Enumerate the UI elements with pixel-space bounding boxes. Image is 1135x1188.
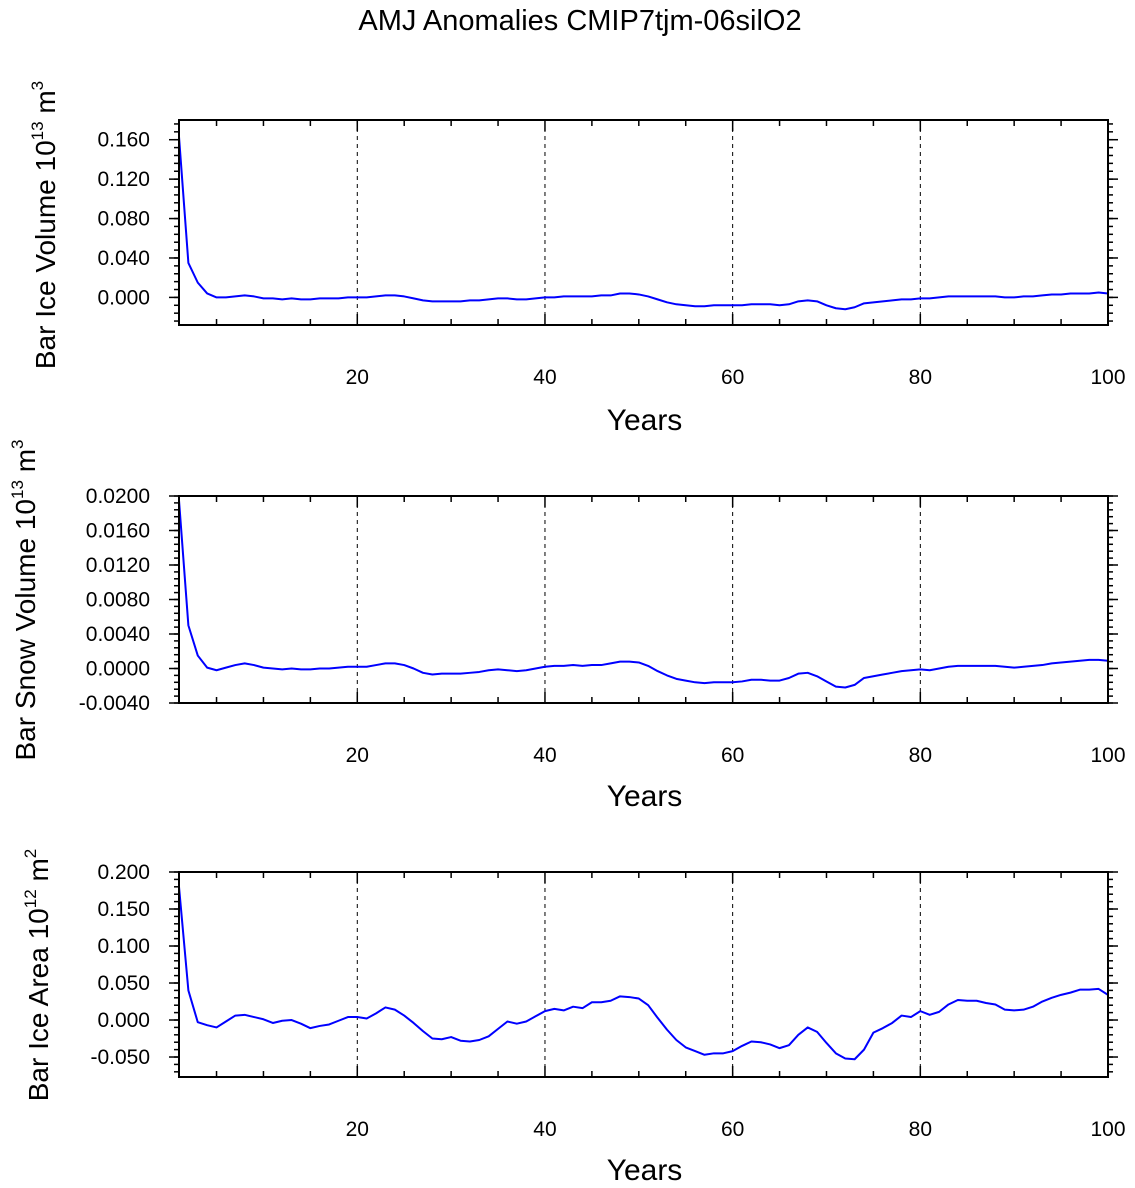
y-tick-label: 0.160 [97, 129, 150, 152]
x-tick-label: 60 [721, 1118, 744, 1141]
chart-panel-2: -0.0040 0.0000 0.0040 0.0080 0.0120 0.0160 0.0… [8, 440, 1126, 814]
x-tick-label: 20 [346, 366, 369, 389]
x-tick-label: 80 [909, 366, 932, 389]
x-tick-label: 40 [533, 366, 556, 389]
y-tick-label: -0.0040 [79, 692, 150, 715]
x-tick-label: 100 [1090, 366, 1125, 389]
y-tick-label: 0.120 [97, 168, 150, 191]
y-axis-title-main: Bar Ice Area 10 [23, 908, 54, 1101]
x-tick-label: 40 [533, 744, 556, 767]
y-axis-title-main: Bar Snow Volume 10 [10, 499, 41, 761]
x-tick-label: 100 [1090, 744, 1125, 767]
y-axis-title: Bar Ice Volume 1013 m3 [28, 81, 61, 369]
x-tick-label: 60 [721, 366, 744, 389]
y-axis-title-unit-exponent: 2 [21, 849, 40, 858]
y-axis-title-exponent: 12 [21, 889, 40, 908]
y-tick-label: 0.0160 [86, 520, 150, 543]
x-tick-label: 20 [346, 744, 369, 767]
y-axis-title: Bar Ice Area 1012 m2 [21, 849, 54, 1102]
chart-title: AMJ Anomalies CMIP7tjm-06silO2 [358, 5, 801, 37]
x-axis-title: Years [607, 404, 683, 437]
y-tick-label: -0.050 [90, 1046, 150, 1069]
y-axis-title-unit-exponent: 3 [28, 81, 47, 90]
chart-panels: 0.000 0.040 0.080 0.120 0.160 20 40 60 80 100 Year… [8, 81, 1126, 1187]
y-tick-label: 0.0200 [86, 485, 150, 508]
series-line [178, 500, 1109, 689]
y-tick-label: 0.000 [97, 1009, 150, 1032]
y-axis-title-main: Bar Ice Volume 10 [30, 140, 61, 369]
x-axis-title: Years [607, 1154, 683, 1187]
x-axis-title: Years [607, 780, 683, 813]
y-tick-label: 0.0000 [86, 658, 150, 681]
y-tick-label: 0.050 [97, 972, 150, 995]
y-axis-title-unit: m [30, 90, 61, 121]
y-axis-title-unit: m [23, 858, 54, 889]
y-axis-title-exponent: 13 [28, 121, 47, 140]
y-tick-label: 0.000 [97, 286, 150, 309]
y-axis-title-exponent: 13 [8, 480, 27, 499]
y-tick-label: 0.0080 [86, 589, 150, 612]
plot-frame [178, 495, 1109, 704]
y-tick-label: 0.0120 [86, 554, 150, 577]
y-axis-title: Bar Snow Volume 1013 m3 [8, 440, 41, 761]
y-tick-label: 0.150 [97, 898, 150, 921]
y-tick-label: 0.100 [97, 935, 150, 958]
y-axis-title-unit: m [10, 449, 41, 480]
x-tick-label: 80 [909, 744, 932, 767]
x-tick-label: 60 [721, 744, 744, 767]
x-tick-label: 80 [909, 1118, 932, 1141]
series-line [178, 136, 1109, 311]
y-tick-label: 0.080 [97, 208, 150, 231]
y-axis-title-unit-exponent: 3 [8, 440, 27, 449]
y-tick-label: 0.040 [97, 247, 150, 270]
y-tick-label: 0.200 [97, 861, 150, 884]
chart-panel-3: -0.050 0.000 0.050 0.100 0.150 0.200 20 40 60 80 1… [21, 849, 1126, 1187]
chart-panel-1: 0.000 0.040 0.080 0.120 0.160 20 40 60 80 100 Year… [28, 81, 1126, 437]
plot-frame [178, 871, 1109, 1078]
y-tick-label: 0.0040 [86, 623, 150, 646]
x-tick-label: 40 [533, 1118, 556, 1141]
x-tick-label: 100 [1090, 1118, 1125, 1141]
series-line [178, 886, 1109, 1061]
plot-frame [178, 119, 1109, 326]
x-tick-label: 20 [346, 1118, 369, 1141]
